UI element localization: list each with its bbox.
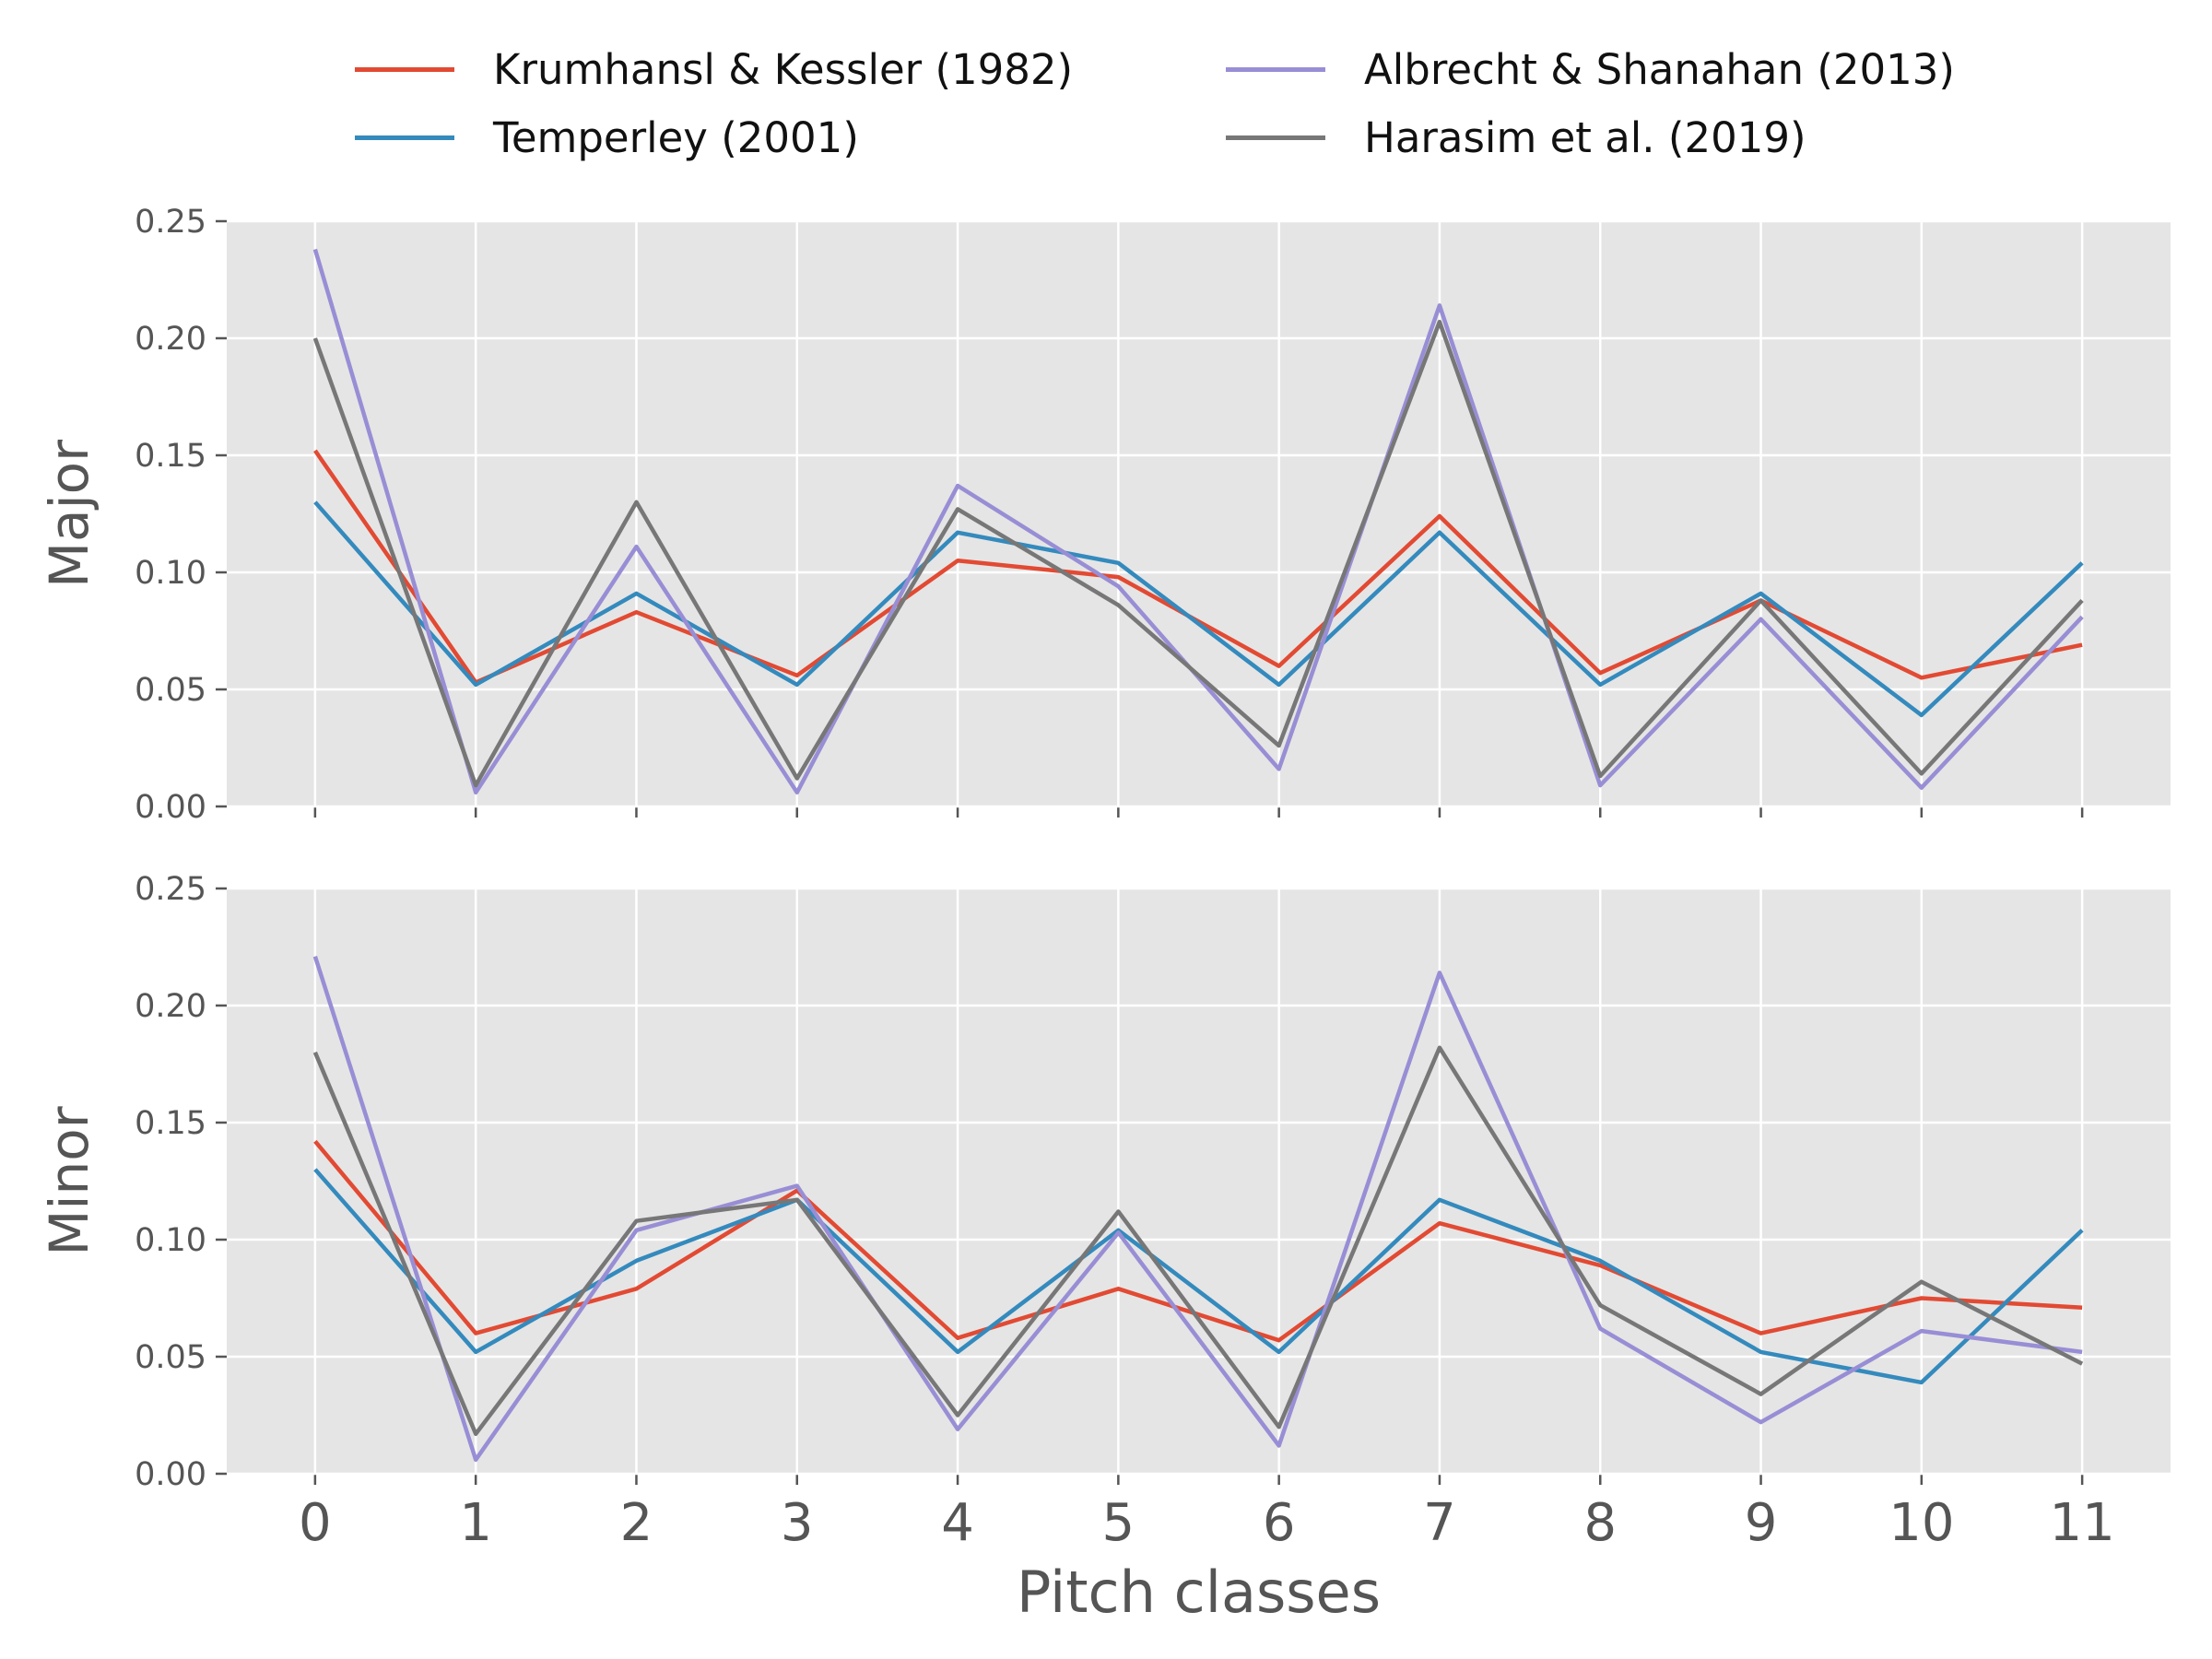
x-axis-label: Pitch classes [1017,1559,1381,1626]
y-tick-label: 0.05 [135,672,206,709]
x-tick-label: 10 [1888,1493,1954,1553]
x-tick-label: 9 [1745,1493,1778,1553]
y-tick-label: 0.05 [135,1339,206,1376]
x-tick-label: 8 [1583,1493,1617,1553]
y-tick-label: 0.20 [135,988,206,1025]
y-tick-label: 0.10 [135,555,206,592]
x-tick-label: 0 [299,1493,332,1553]
y-tick-label: 0.20 [135,321,206,358]
y-tick-label: 0.10 [135,1222,206,1259]
legend-item-albrecht-shanahan: Albrecht & Shanahan (2013) [1226,41,1955,97]
y-axis-label: Minor [38,1106,100,1255]
y-axis-label: Major [38,440,100,588]
x-tick-label: 11 [2050,1493,2115,1553]
legend-swatch [355,135,454,140]
legend-label: Krumhansl & Kessler (1982) [493,44,1074,94]
legend-label: Temperley (2001) [493,112,859,162]
series-line [312,1045,2084,1437]
legend-item-temperley: Temperley (2001) [355,110,859,165]
series-line [313,500,2084,718]
series-line [312,319,2084,788]
y-tick-label: 0.25 [135,204,206,241]
legend-swatch [355,66,454,72]
x-tick-label: 7 [1423,1493,1456,1553]
x-tick-label: 2 [620,1493,653,1553]
series-line [313,1139,2083,1343]
series-line [313,1168,2084,1385]
x-tick-label: 1 [459,1493,492,1553]
x-tick-label: 6 [1263,1493,1296,1553]
legend-label: Albrecht & Shanahan (2013) [1364,44,1955,94]
legend-item-krumhansl-kessler: Krumhansl & Kessler (1982) [355,41,1073,97]
plot-panel-top: 0.00 0.05 0.10 0.15 0.20 0.25 Major [38,204,2171,826]
plot-background [227,221,2171,806]
plot-background [227,888,2171,1474]
legend-item-harasim: Harasim et al. (2019) [1226,110,1806,165]
x-tick-label: 3 [781,1493,814,1553]
legend-swatch [1226,66,1325,72]
legend-swatch [1226,135,1325,140]
y-tick-label: 0.00 [135,789,206,826]
y-tick-label: 0.15 [135,438,206,475]
legend-label: Harasim et al. (2019) [1364,112,1806,162]
x-tick-label: 5 [1102,1493,1135,1553]
x-tick-label: 4 [941,1493,974,1553]
plot-panel-bottom: 0 1 2 3 4 5 6 7 8 9 10 11 0.00 0.05 0.10 0.15 0.20 0.25 Mi… [38,871,2171,1626]
y-tick-label: 0.00 [135,1456,206,1493]
series-line [312,956,2083,1463]
y-tick-label: 0.25 [135,871,206,908]
y-tick-label: 0.15 [135,1105,206,1142]
legend: Krumhansl & Kessler (1982) Temperley (20… [355,41,2106,180]
